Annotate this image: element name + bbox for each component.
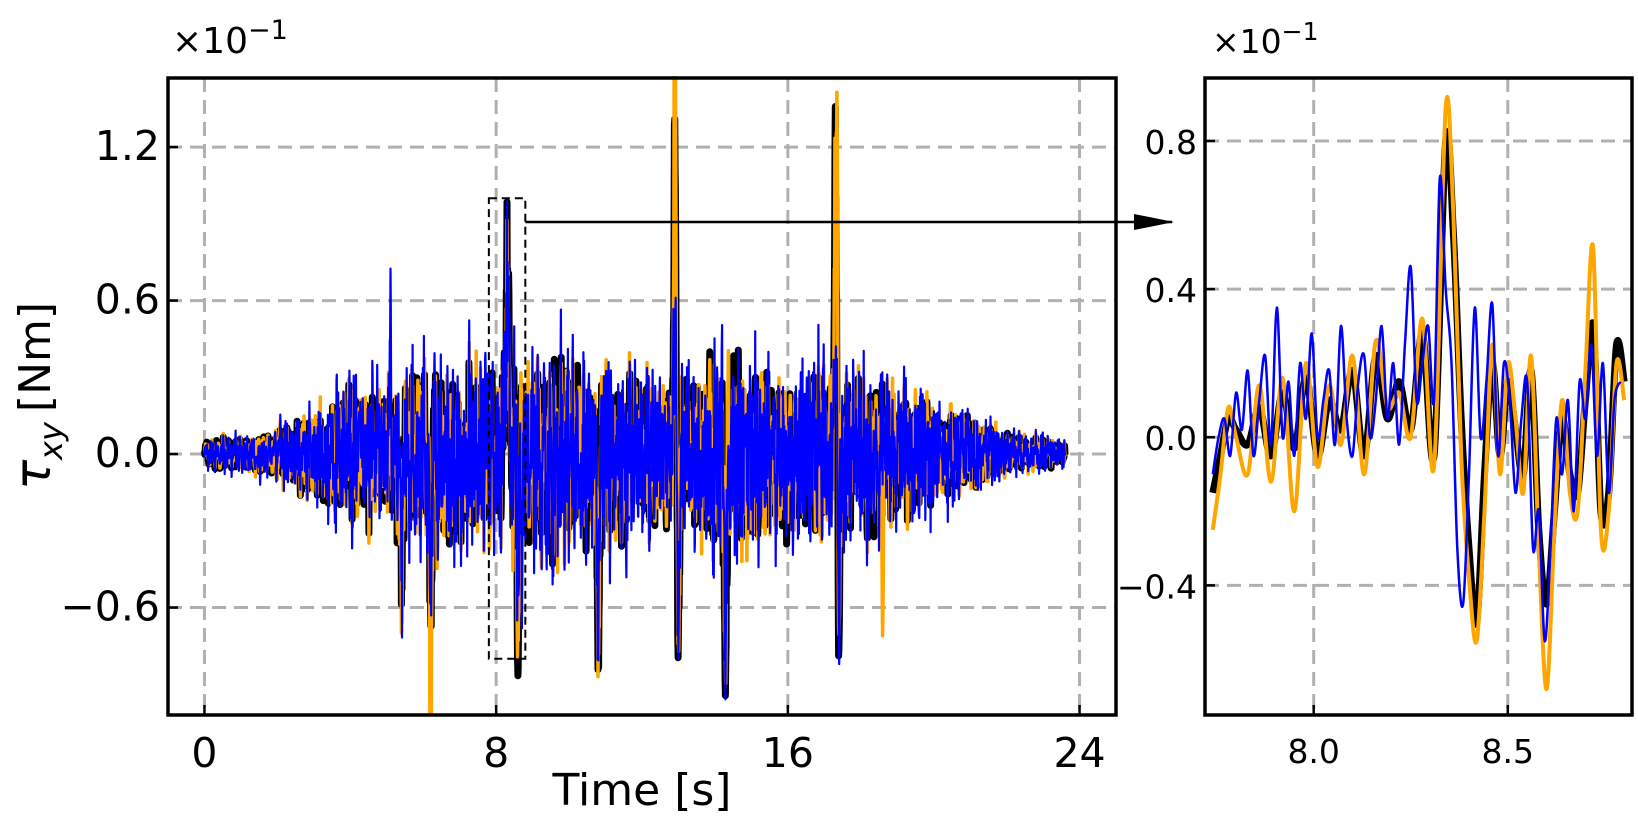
main-y-tick-label: 0.0 xyxy=(95,429,160,477)
inset-ticks: 8.0 8.5 −0.4 0.0 0.4 0.8 xyxy=(1117,123,1534,771)
inset-y-tick-label: 0.0 xyxy=(1145,419,1197,458)
main-y-tick-label: 0.6 xyxy=(95,276,160,324)
main-axes-frame xyxy=(166,76,1118,717)
inset-series-blue xyxy=(1211,174,1622,643)
inset-x-tick-label: 8.5 xyxy=(1482,732,1534,771)
main-series xyxy=(201,76,1069,716)
inset-y-tick-label: −0.4 xyxy=(1117,567,1197,606)
inset-y-tick-label: 0.8 xyxy=(1145,123,1197,162)
main-y-tick-label: 1.2 xyxy=(95,122,160,170)
main-y-tick-label: −0.6 xyxy=(60,583,160,631)
main-x-tick-label: 8 xyxy=(483,729,509,777)
main-x-axis-label: Time [s] xyxy=(552,765,732,816)
inset-series-orange xyxy=(1210,95,1627,692)
inset-offset-label: ×10−1 xyxy=(1212,17,1319,61)
main-y-axis-label: τxy[Nm] xyxy=(4,302,70,490)
inset-x-tick-label: 8.0 xyxy=(1287,732,1339,771)
main-panel: 0 8 16 24 −0.6 0.0 0.6 1.2 ×10−1 Time [s] τxy[N… xyxy=(4,15,1174,816)
main-x-tick-label: 0 xyxy=(191,729,217,777)
main-zoom-box xyxy=(487,197,527,660)
inset-series xyxy=(1209,95,1628,692)
main-x-tick-label: 16 xyxy=(762,729,814,777)
main-x-tick-label: 24 xyxy=(1053,729,1105,777)
inset-panel: 8.0 8.5 −0.4 0.0 0.4 0.8 ×10−1 xyxy=(1117,17,1634,771)
main-series-blue xyxy=(203,200,1067,701)
inset-axes-frame xyxy=(1203,76,1634,717)
inset-y-tick-label: 0.4 xyxy=(1145,271,1197,310)
main-offset-label: ×10−1 xyxy=(172,15,288,62)
main-ticks: 0 8 16 24 −0.6 0.0 0.6 1.2 xyxy=(60,122,1105,777)
